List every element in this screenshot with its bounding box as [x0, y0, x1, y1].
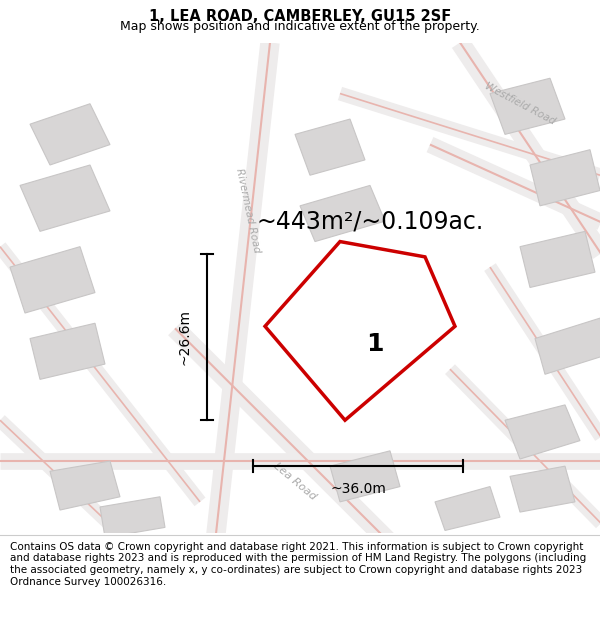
Polygon shape [510, 466, 575, 512]
Polygon shape [265, 241, 455, 420]
Polygon shape [10, 247, 95, 313]
Text: Lea Road: Lea Road [272, 461, 318, 502]
Polygon shape [295, 119, 365, 175]
Text: Map shows position and indicative extent of the property.: Map shows position and indicative extent… [120, 20, 480, 33]
Text: Contains OS data © Crown copyright and database right 2021. This information is : Contains OS data © Crown copyright and d… [10, 542, 586, 586]
Text: ~443m²/~0.109ac.: ~443m²/~0.109ac. [256, 209, 484, 233]
Text: Westfield Road: Westfield Road [483, 81, 557, 126]
Polygon shape [300, 186, 385, 241]
Polygon shape [490, 78, 565, 134]
Polygon shape [435, 486, 500, 531]
Text: 1: 1 [366, 332, 384, 356]
Polygon shape [100, 497, 165, 538]
Polygon shape [535, 318, 600, 374]
Text: 1, LEA ROAD, CAMBERLEY, GU15 2SF: 1, LEA ROAD, CAMBERLEY, GU15 2SF [149, 9, 451, 24]
Polygon shape [530, 149, 600, 206]
Polygon shape [330, 451, 400, 502]
Polygon shape [520, 231, 595, 288]
Polygon shape [505, 405, 580, 459]
Polygon shape [30, 104, 110, 165]
Text: ~36.0m: ~36.0m [330, 482, 386, 496]
Text: Rivermead Road: Rivermead Road [234, 168, 262, 254]
Polygon shape [340, 288, 400, 334]
Polygon shape [20, 165, 110, 231]
Polygon shape [30, 323, 105, 379]
Text: ~26.6m: ~26.6m [178, 309, 192, 365]
Polygon shape [50, 461, 120, 510]
